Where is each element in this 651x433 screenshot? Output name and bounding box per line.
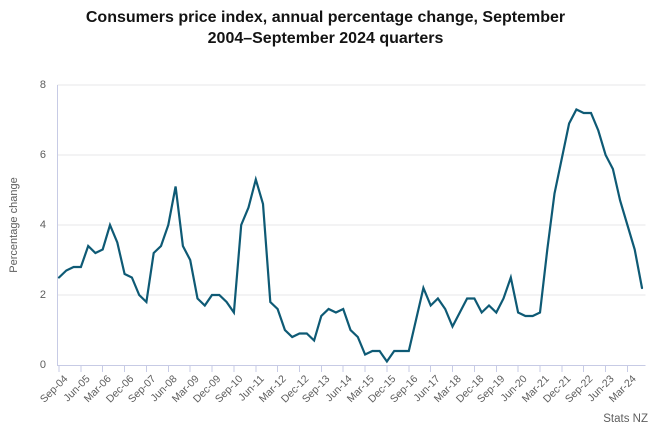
chart-title-line-2: 2004–September 2024 quarters: [207, 30, 444, 47]
y-axis-label-2: 2: [39, 289, 46, 301]
chart-title: Consumers price index, annual percentage…: [0, 7, 651, 49]
y-axis-label-6: 6: [39, 149, 46, 161]
cpi-data-line: [57, 108, 644, 364]
y-axis-label-0: 0: [39, 359, 46, 371]
y-axis-label-4: 4: [39, 219, 46, 231]
chart-title-line-1: Consumers price index, annual percentage…: [85, 9, 566, 26]
y-axis-label-8: 8: [39, 79, 46, 91]
source-attribution: Stats NZ: [603, 413, 648, 425]
